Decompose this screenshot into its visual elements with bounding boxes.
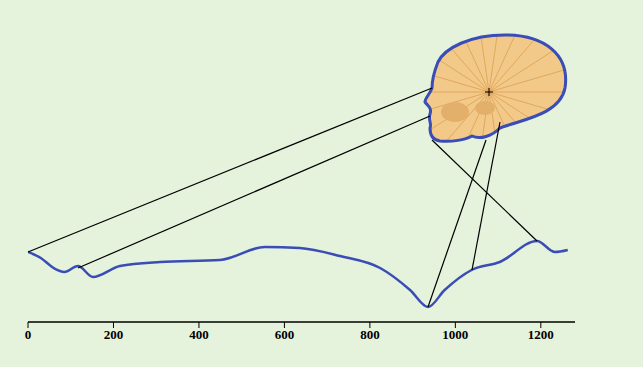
svg-text:1200: 1200 [528, 327, 554, 342]
svg-text:600: 600 [275, 327, 295, 342]
svg-text:0: 0 [25, 327, 32, 342]
svg-text:1000: 1000 [442, 327, 468, 342]
svg-text:800: 800 [360, 327, 380, 342]
svg-text:400: 400 [189, 327, 209, 342]
svg-text:200: 200 [104, 327, 124, 342]
